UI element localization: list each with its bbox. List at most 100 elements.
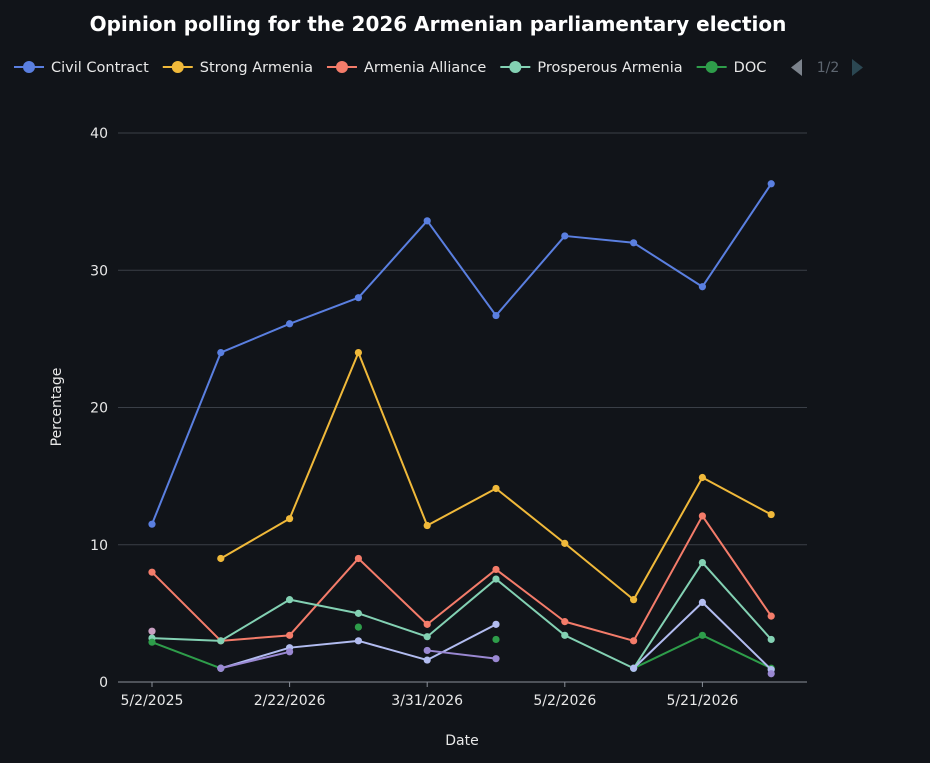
x-axis: 5/2/2025 2/22/2026 3/31/2026 5/2/2026 5/21/2…: [121, 682, 738, 709]
data-point[interactable]: [286, 596, 294, 604]
series-5: [148, 623, 775, 672]
legend-marker: [171, 61, 184, 73]
series-line-segment: [632, 241, 704, 288]
data-point[interactable]: [148, 568, 156, 576]
data-point[interactable]: [286, 648, 294, 656]
series-line-segment: [563, 620, 635, 642]
series-line-segment: [426, 487, 497, 527]
series-line-segment: [632, 601, 704, 670]
data-point[interactable]: [148, 627, 156, 635]
series-line-segment: [701, 601, 773, 671]
data-point[interactable]: [217, 349, 225, 357]
data-point[interactable]: [767, 670, 775, 678]
x-axis-title: Date: [445, 733, 478, 749]
y-tick-label: 20: [90, 401, 108, 417]
y-axis: 0 10 20 30 40: [90, 126, 108, 691]
series-line-segment: [426, 219, 497, 317]
y-tick-label: 10: [90, 538, 108, 554]
series-line-segment: [219, 517, 291, 560]
data-point[interactable]: [767, 612, 775, 620]
data-point[interactable]: [698, 512, 707, 520]
series-line-segment: [701, 561, 773, 641]
legend-marker: [705, 61, 718, 73]
data-point[interactable]: [492, 635, 500, 644]
data-point[interactable]: [492, 565, 500, 574]
series-line-segment: [219, 598, 291, 642]
series-line-segment: [495, 487, 566, 545]
series-line-segment: [701, 182, 773, 288]
series-line-segment: [288, 557, 360, 637]
data-point[interactable]: [423, 521, 431, 530]
legend-next-arrow-icon[interactable]: [852, 59, 863, 76]
series-line-segment: [219, 322, 291, 354]
legend-label: Strong Armenia: [200, 60, 313, 76]
series-8: [148, 627, 156, 635]
data-point[interactable]: [698, 558, 707, 567]
data-point[interactable]: [354, 623, 362, 631]
legend-label: Prosperous Armenia: [537, 60, 682, 76]
series-line-segment: [288, 639, 360, 649]
series-line-segment: [151, 637, 222, 642]
data-point[interactable]: [423, 620, 431, 628]
data-point[interactable]: [630, 637, 638, 645]
legend-prev-arrow-icon[interactable]: [791, 59, 802, 76]
data-point[interactable]: [217, 664, 225, 672]
data-point[interactable]: [561, 631, 569, 639]
legend-item[interactable]: Civil Contract: [14, 60, 149, 76]
series-line-segment: [288, 296, 360, 325]
data-point[interactable]: [354, 554, 362, 563]
x-tick-label: 5/2/2025: [121, 693, 184, 709]
data-point[interactable]: [423, 633, 431, 641]
data-point[interactable]: [286, 320, 294, 328]
data-point[interactable]: [354, 609, 362, 617]
y-tick-label: 40: [90, 126, 108, 142]
data-point[interactable]: [286, 631, 294, 639]
data-point[interactable]: [286, 515, 294, 523]
data-point[interactable]: [492, 484, 500, 493]
data-point[interactable]: [492, 620, 500, 628]
data-point[interactable]: [423, 646, 431, 655]
series-line-segment: [632, 634, 704, 670]
data-point[interactable]: [561, 618, 569, 626]
data-point[interactable]: [767, 180, 775, 188]
data-point[interactable]: [630, 239, 638, 247]
data-point[interactable]: [492, 655, 500, 663]
data-point[interactable]: [767, 510, 775, 519]
legend-marker: [23, 61, 35, 73]
data-point[interactable]: [423, 217, 431, 225]
data-point[interactable]: [698, 598, 707, 606]
legend-item[interactable]: Armenia Alliance: [326, 60, 486, 76]
series-line-segment: [632, 514, 704, 642]
data-point[interactable]: [492, 311, 500, 320]
data-point[interactable]: [698, 631, 707, 639]
legend-item[interactable]: Strong Armenia: [162, 60, 313, 76]
data-point[interactable]: [217, 637, 225, 645]
series-4: [148, 558, 775, 672]
data-point[interactable]: [767, 635, 775, 644]
data-point[interactable]: [630, 596, 638, 604]
legend-marker: [335, 61, 348, 73]
series-line-segment: [563, 542, 635, 601]
data-point[interactable]: [217, 554, 225, 563]
data-point[interactable]: [492, 575, 500, 583]
series-line-segment: [701, 476, 773, 516]
data-point[interactable]: [354, 349, 362, 357]
legend-marker: [509, 61, 522, 73]
series-line-segment: [357, 351, 429, 527]
data-point[interactable]: [561, 232, 569, 240]
data-point[interactable]: [354, 294, 362, 302]
legend: Civil Contract Strong Armenia Armenia Alli…: [14, 60, 766, 76]
data-point[interactable]: [698, 283, 707, 291]
legend-item[interactable]: Prosperous Armenia: [500, 60, 683, 76]
data-point[interactable]: [698, 473, 707, 482]
data-point[interactable]: [148, 638, 156, 646]
data-point[interactable]: [561, 539, 569, 547]
data-point[interactable]: [423, 656, 431, 664]
series-line-segment: [219, 634, 291, 642]
legend-item[interactable]: DOC: [696, 60, 767, 76]
series-line-segment: [632, 476, 704, 601]
series-line-segment: [495, 568, 566, 623]
data-point[interactable]: [354, 637, 362, 645]
data-point[interactable]: [630, 664, 638, 672]
data-point[interactable]: [148, 520, 156, 528]
